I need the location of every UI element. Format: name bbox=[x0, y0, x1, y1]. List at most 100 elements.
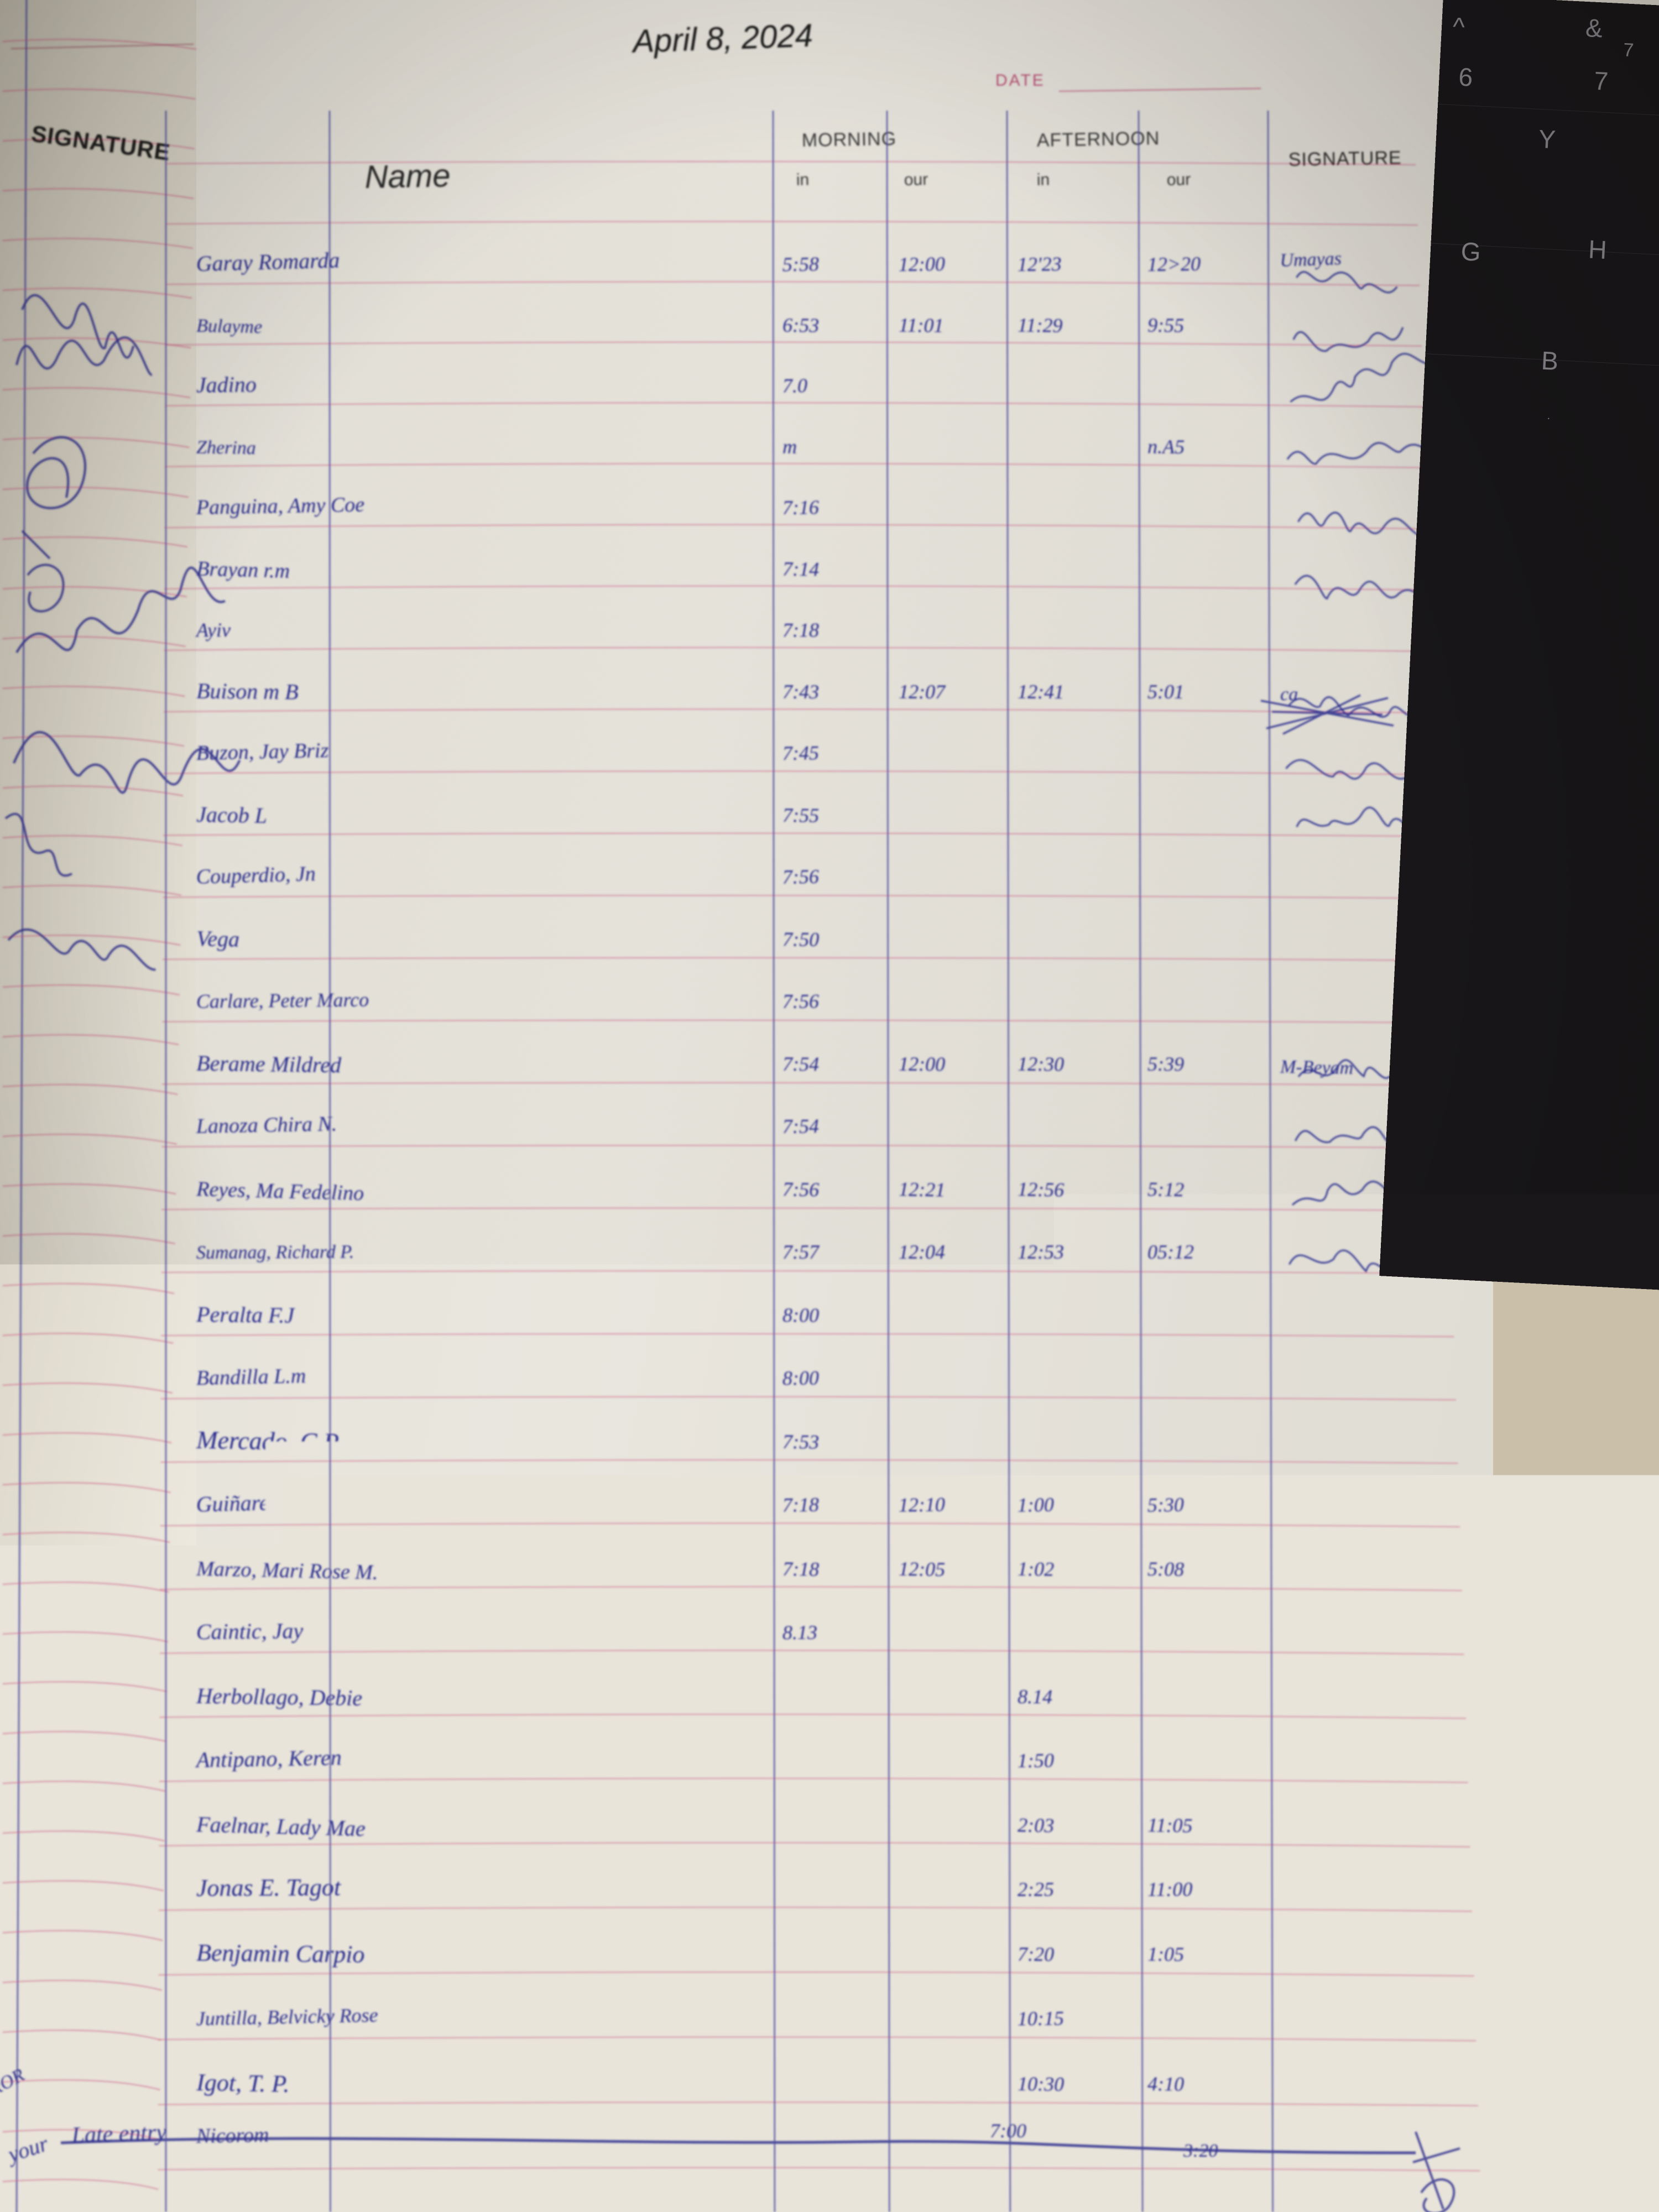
svg-text:7:43: 7:43 bbox=[782, 681, 819, 703]
svg-text:12:07: 12:07 bbox=[899, 681, 946, 703]
svg-text:Peralta F.J: Peralta F.J bbox=[196, 1302, 296, 1328]
svg-text:Mercado, C.P.: Mercado, C.P. bbox=[196, 1426, 342, 1457]
svg-text:7:18: 7:18 bbox=[782, 619, 819, 641]
svg-text:8.13: 8.13 bbox=[782, 1621, 817, 1644]
svg-text:7:18: 7:18 bbox=[782, 1494, 819, 1516]
svg-text:7:56: 7:56 bbox=[782, 865, 819, 888]
svg-text:8:00: 8:00 bbox=[782, 1366, 819, 1389]
svg-text:7:56: 7:56 bbox=[782, 1178, 820, 1201]
svg-text:12:04: 12:04 bbox=[899, 1241, 945, 1263]
svg-text:8:00: 8:00 bbox=[782, 1304, 819, 1326]
svg-text:Guiñares, Chris S.: Guiñares, Chris S. bbox=[196, 1488, 360, 1517]
svg-text:7:54: 7:54 bbox=[782, 1053, 819, 1076]
svg-text:Herbollago, Debie: Herbollago, Debie bbox=[196, 1683, 363, 1710]
svg-text:5:01: 5:01 bbox=[1147, 681, 1184, 703]
svg-text:7:14: 7:14 bbox=[782, 558, 820, 581]
svg-text:12:00: 12:00 bbox=[898, 253, 945, 275]
svg-text:5:58: 5:58 bbox=[782, 253, 819, 275]
svg-text:Igot, T. P.: Igot, T. P. bbox=[196, 2069, 290, 2098]
svg-text:11:29: 11:29 bbox=[1018, 314, 1063, 337]
svg-text:Marzo, Mari Rose M.: Marzo, Mari Rose M. bbox=[196, 1557, 378, 1584]
svg-text:05:12: 05:12 bbox=[1147, 1241, 1194, 1263]
svg-text:Nicorom: Nicorom bbox=[195, 2124, 269, 2148]
svg-text:1:50: 1:50 bbox=[1018, 1749, 1054, 1772]
svg-text:1:00: 1:00 bbox=[1017, 1494, 1054, 1516]
svg-text:AFTERNOON: AFTERNOON bbox=[1036, 128, 1160, 151]
svg-text:SIGNATURE: SIGNATURE bbox=[1288, 147, 1401, 170]
svg-text:M-Beyam: M-Beyam bbox=[1280, 1057, 1354, 1078]
svg-text:7:45: 7:45 bbox=[782, 742, 819, 764]
svg-text:7:56: 7:56 bbox=[782, 990, 819, 1012]
svg-text:Carlare, Peter Marco: Carlare, Peter Marco bbox=[196, 989, 369, 1013]
svg-text:Faelnar, Lady Mae: Faelnar, Lady Mae bbox=[196, 1812, 366, 1841]
svg-text:Buison m B: Buison m B bbox=[196, 679, 299, 705]
svg-text:Bulayme: Bulayme bbox=[196, 316, 263, 337]
svg-text:Jadino: Jadino bbox=[196, 372, 257, 397]
svg-text:your: your bbox=[3, 2131, 51, 2168]
svg-text:our: our bbox=[1167, 170, 1191, 189]
svg-text:Name: Name bbox=[364, 158, 451, 195]
svg-text:in: in bbox=[796, 171, 810, 189]
svg-text:12:05: 12:05 bbox=[899, 1558, 945, 1580]
svg-text:5:12: 5:12 bbox=[1147, 1178, 1185, 1201]
svg-text:Bandilla L.m: Bandilla L.m bbox=[196, 1364, 306, 1390]
svg-text:Berame Mildred: Berame Mildred bbox=[196, 1051, 342, 1078]
svg-text:7:00: 7:00 bbox=[990, 2120, 1026, 2142]
svg-text:12:00: 12:00 bbox=[899, 1053, 945, 1076]
svg-text:Jonas E. Tagot: Jonas E. Tagot bbox=[196, 1874, 342, 1901]
svg-text:12:53: 12:53 bbox=[1018, 1241, 1064, 1263]
svg-text:5:30: 5:30 bbox=[1147, 1494, 1184, 1516]
svg-text:12:21: 12:21 bbox=[899, 1178, 946, 1201]
svg-text:Vega: Vega bbox=[196, 926, 240, 952]
svg-text:9:55: 9:55 bbox=[1147, 314, 1184, 337]
svg-text:12'23: 12'23 bbox=[1017, 253, 1061, 275]
svg-text:Jacob L: Jacob L bbox=[196, 802, 268, 828]
svg-text:12:56: 12:56 bbox=[1018, 1178, 1065, 1201]
svg-text:m: m bbox=[782, 436, 797, 458]
svg-text:Zherina: Zherina bbox=[196, 437, 256, 458]
svg-text:11:05: 11:05 bbox=[1147, 1814, 1193, 1837]
svg-text:5:08: 5:08 bbox=[1147, 1558, 1184, 1580]
svg-text:2:03: 2:03 bbox=[1018, 1814, 1055, 1837]
svg-text:6:53: 6:53 bbox=[782, 314, 819, 337]
svg-text:April 8, 2024: April 8, 2024 bbox=[630, 18, 813, 60]
svg-text:ca: ca bbox=[1280, 684, 1298, 705]
svg-text:Benjamin Carpio: Benjamin Carpio bbox=[196, 1939, 365, 1968]
svg-text:12:30: 12:30 bbox=[1018, 1053, 1064, 1076]
svg-text:DATE: DATE bbox=[995, 71, 1045, 90]
svg-text:SIGNATURE: SIGNATURE bbox=[30, 120, 172, 165]
svg-text:7:53: 7:53 bbox=[782, 1431, 819, 1453]
svg-text:1:05: 1:05 bbox=[1147, 1943, 1184, 1965]
svg-text:MORNING: MORNING bbox=[801, 128, 896, 151]
svg-text:10:15: 10:15 bbox=[1018, 2007, 1064, 2030]
svg-text:Ayiv: Ayiv bbox=[195, 619, 231, 641]
svg-text:4:10: 4:10 bbox=[1147, 2073, 1184, 2095]
svg-text:12:41: 12:41 bbox=[1018, 681, 1064, 703]
svg-text:Umayas: Umayas bbox=[1280, 248, 1342, 271]
svg-text:in: in bbox=[1037, 171, 1050, 189]
svg-text:Late entry: Late entry bbox=[71, 2120, 167, 2148]
svg-text:7:16: 7:16 bbox=[782, 496, 819, 519]
svg-text:11:00: 11:00 bbox=[1147, 1878, 1192, 1900]
svg-text:12>20: 12>20 bbox=[1147, 253, 1201, 276]
svg-text:12:10: 12:10 bbox=[898, 1493, 945, 1516]
svg-text:Couperdio, Jn: Couperdio, Jn bbox=[196, 862, 316, 889]
svg-text:Panguina, Amy Coe: Panguina, Amy Coe bbox=[195, 493, 364, 519]
svg-text:Garay Romarda: Garay Romarda bbox=[196, 248, 340, 276]
svg-text:5:39: 5:39 bbox=[1147, 1053, 1184, 1076]
svg-text:7.0: 7.0 bbox=[782, 374, 807, 397]
svg-text:7:20: 7:20 bbox=[1018, 1943, 1054, 1965]
svg-text:7:54: 7:54 bbox=[782, 1115, 819, 1138]
svg-text:our: our bbox=[904, 170, 928, 189]
svg-text:Lanoza Chira N.: Lanoza Chira N. bbox=[195, 1112, 337, 1138]
svg-text:7:18: 7:18 bbox=[782, 1558, 819, 1580]
svg-text:2:25: 2:25 bbox=[1018, 1878, 1054, 1900]
svg-text:8.14: 8.14 bbox=[1018, 1686, 1052, 1708]
svg-text:Brayan r.m: Brayan r.m bbox=[196, 557, 290, 583]
svg-text:10:30: 10:30 bbox=[1018, 2073, 1064, 2095]
svg-text:7:57: 7:57 bbox=[782, 1241, 820, 1263]
svg-text:Antipano, Keren: Antipano, Keren bbox=[194, 1745, 342, 1772]
svg-text:Caintic, Jay: Caintic, Jay bbox=[196, 1618, 304, 1644]
svg-text:11:01: 11:01 bbox=[899, 314, 944, 337]
svg-text:RROR: RROR bbox=[0, 2065, 28, 2106]
